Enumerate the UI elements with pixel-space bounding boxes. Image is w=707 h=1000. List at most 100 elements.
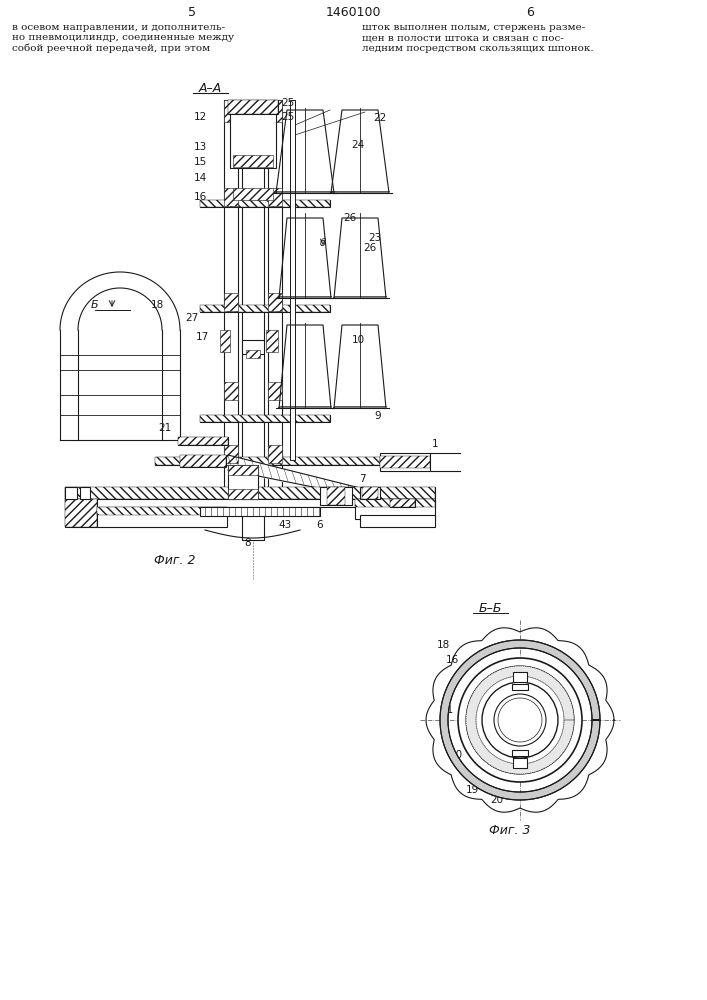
Bar bbox=[355, 499, 435, 507]
Bar bbox=[355, 499, 435, 519]
Bar bbox=[512, 750, 528, 756]
Circle shape bbox=[458, 658, 582, 782]
Bar bbox=[320, 487, 352, 505]
Text: 26: 26 bbox=[363, 243, 377, 253]
Bar bbox=[65, 487, 435, 499]
Bar bbox=[228, 100, 278, 114]
Bar bbox=[200, 507, 320, 516]
Bar bbox=[390, 499, 415, 507]
Bar bbox=[242, 100, 264, 540]
Text: 12: 12 bbox=[194, 112, 206, 122]
Bar bbox=[200, 200, 330, 207]
Bar bbox=[233, 155, 273, 167]
Bar bbox=[242, 340, 264, 354]
Polygon shape bbox=[426, 628, 614, 812]
Circle shape bbox=[482, 682, 558, 758]
Text: 1: 1 bbox=[432, 439, 438, 449]
Text: шток выполнен полым, стержень разме-
щен в полости штока и связан с пос-
ледним : шток выполнен полым, стержень разме- щен… bbox=[362, 23, 594, 53]
Text: 7: 7 bbox=[358, 474, 366, 484]
Text: 19: 19 bbox=[465, 785, 479, 795]
Text: 3: 3 bbox=[395, 499, 402, 509]
Bar bbox=[200, 200, 330, 207]
Text: А–А: А–А bbox=[199, 82, 221, 95]
Text: 21: 21 bbox=[158, 423, 172, 433]
Bar bbox=[228, 489, 258, 499]
Bar bbox=[362, 487, 378, 499]
Bar bbox=[268, 382, 282, 400]
Text: 24: 24 bbox=[351, 140, 365, 150]
Text: 5: 5 bbox=[188, 6, 196, 19]
Bar bbox=[224, 100, 238, 500]
Text: 25: 25 bbox=[281, 98, 295, 108]
Text: 26: 26 bbox=[344, 213, 356, 223]
Bar bbox=[97, 507, 227, 515]
Text: 16: 16 bbox=[194, 192, 206, 202]
Bar bbox=[360, 515, 435, 527]
Bar bbox=[230, 100, 276, 168]
Bar bbox=[155, 457, 380, 465]
Bar bbox=[228, 100, 278, 114]
Text: 14: 14 bbox=[194, 173, 206, 183]
Bar bbox=[360, 487, 380, 499]
Bar bbox=[266, 330, 278, 352]
Bar bbox=[390, 499, 415, 507]
Text: 8: 8 bbox=[245, 538, 251, 548]
Text: 27: 27 bbox=[185, 313, 199, 323]
Bar bbox=[178, 437, 228, 445]
Text: 10: 10 bbox=[351, 335, 365, 345]
Bar bbox=[224, 293, 238, 311]
Text: 15: 15 bbox=[194, 157, 206, 167]
Text: Фиг. 3: Фиг. 3 bbox=[489, 824, 531, 836]
Bar bbox=[65, 487, 435, 499]
Bar bbox=[155, 457, 380, 465]
Text: 23: 23 bbox=[368, 233, 382, 243]
Text: Б–Б: Б–Б bbox=[478, 601, 502, 614]
Text: 25: 25 bbox=[281, 112, 295, 122]
Bar bbox=[327, 487, 345, 505]
Circle shape bbox=[494, 694, 546, 746]
Text: 17: 17 bbox=[195, 332, 209, 342]
Text: 1460100: 1460100 bbox=[325, 6, 381, 19]
Bar bbox=[180, 455, 226, 467]
Bar bbox=[512, 684, 528, 690]
Text: 39: 39 bbox=[66, 500, 80, 510]
Bar bbox=[380, 453, 430, 471]
Text: 20: 20 bbox=[491, 795, 503, 805]
Bar bbox=[380, 456, 430, 468]
Bar bbox=[513, 758, 527, 768]
Text: 40: 40 bbox=[81, 500, 93, 510]
Text: 21: 21 bbox=[440, 705, 454, 715]
Bar bbox=[200, 415, 330, 422]
Circle shape bbox=[466, 666, 574, 774]
Circle shape bbox=[498, 698, 542, 742]
Polygon shape bbox=[466, 666, 574, 774]
Bar bbox=[178, 437, 228, 445]
Bar bbox=[224, 188, 238, 206]
Polygon shape bbox=[440, 640, 600, 800]
Bar bbox=[268, 100, 282, 122]
Bar bbox=[290, 100, 295, 460]
Bar bbox=[97, 507, 227, 527]
Text: 6: 6 bbox=[317, 520, 323, 530]
Bar bbox=[80, 487, 90, 499]
Bar bbox=[268, 293, 282, 311]
Text: 18: 18 bbox=[436, 640, 450, 650]
Bar bbox=[513, 672, 527, 682]
Text: 43: 43 bbox=[279, 520, 291, 530]
Bar bbox=[65, 499, 435, 507]
Bar bbox=[224, 100, 238, 122]
Bar bbox=[268, 100, 282, 500]
Bar bbox=[268, 188, 282, 206]
Text: б: б bbox=[320, 238, 326, 248]
Bar bbox=[233, 188, 273, 200]
Bar bbox=[65, 487, 77, 499]
Bar bbox=[228, 465, 258, 499]
Bar bbox=[180, 455, 226, 467]
Bar bbox=[65, 499, 97, 527]
Bar bbox=[228, 465, 258, 475]
Bar bbox=[268, 445, 282, 463]
Bar bbox=[200, 305, 330, 312]
Text: 6: 6 bbox=[526, 6, 534, 19]
Bar bbox=[65, 499, 97, 527]
Text: в осевом направлении, и дополнитель-
но пневмоцилиндр, соединенные между
собой р: в осевом направлении, и дополнитель- но … bbox=[12, 23, 234, 53]
